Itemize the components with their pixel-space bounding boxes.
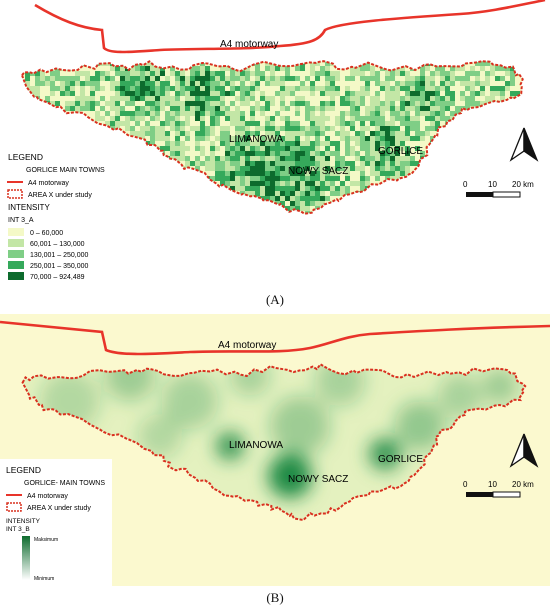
motorway-label: A4 motorway xyxy=(218,340,276,351)
map-a-svg: A4 motorway LIMANOWA NOWY SACZ GORLICE 0… xyxy=(7,0,546,281)
legend-layer-name: INT 3_A xyxy=(8,217,34,224)
legend-swatch-4 xyxy=(8,272,24,280)
north-arrow-icon xyxy=(509,433,539,468)
legend-b-box xyxy=(0,459,112,586)
legend-area-symbol xyxy=(7,189,23,199)
caption-b: (B) xyxy=(266,590,284,605)
study-area-boundary xyxy=(21,362,527,521)
legend-intensity-title: INTENSITY xyxy=(8,203,50,212)
legend-class-label-4: 70,000 – 924,489 xyxy=(30,274,85,281)
legend-swatch-2 xyxy=(8,250,24,258)
map-panel-b: A4 motorway LIMANOWA NOWY SACZ GORLICE 0… xyxy=(0,314,550,586)
legend-area-symbol xyxy=(6,502,22,512)
intensity-hotspot-3 xyxy=(216,432,244,460)
legend-min-label: Minimum xyxy=(34,576,54,582)
motorway-label: A4 motorway xyxy=(220,39,278,50)
legend-motorway-label: A4 motorway xyxy=(28,180,69,187)
legend-title: LEGEND xyxy=(8,152,43,162)
town-label-limanowa: LIMANOWA xyxy=(229,134,283,145)
legend-class-label-0: 0 – 60,000 xyxy=(30,230,63,237)
town-label-gorlice: GORLICE xyxy=(378,146,423,157)
town-label-nowy-sacz: NOWY SACZ xyxy=(288,474,348,485)
legend-a: LEGEND GORLICE MAIN TOWNS A4 motorway AR… xyxy=(7,152,105,281)
scale-tick-20: 20 km xyxy=(512,480,534,489)
intensity-hotspot-2 xyxy=(162,373,218,429)
scale-bar: 0 10 20 km xyxy=(463,480,534,498)
legend-class-label-1: 60,001 – 130,000 xyxy=(30,241,85,248)
map-panel-a: A4 motorway LIMANOWA NOWY SACZ GORLICE 0… xyxy=(0,0,550,300)
legend-title: LEGEND xyxy=(6,465,41,475)
intensity-hotspot-1 xyxy=(105,364,155,401)
scale-tick-0: 0 xyxy=(463,480,468,489)
motorway-line xyxy=(0,320,550,356)
scale-tick-10: 10 xyxy=(488,480,497,489)
legend-towns-label: GORLICE- MAIN TOWNS xyxy=(24,480,105,487)
legend-motorway-label: A4 motorway xyxy=(27,493,68,500)
scale-bar: 0 10 20 km xyxy=(463,180,534,198)
intensity-hotspot-5 xyxy=(270,396,330,456)
town-label-limanowa: LIMANOWA xyxy=(229,440,283,451)
legend-intensity-title: INTENSITY xyxy=(6,518,41,525)
scale-tick-0: 0 xyxy=(463,180,468,189)
intensity-hotspot-10 xyxy=(482,368,518,404)
map-b-svg: A4 motorway LIMANOWA NOWY SACZ GORLICE 0… xyxy=(0,314,550,586)
town-label-gorlice: GORLICE xyxy=(378,454,423,465)
legend-layer-name: INT 3_B xyxy=(6,526,30,533)
intensity-hotspot-7 xyxy=(395,401,445,451)
legend-class-label-3: 250,001 – 350,000 xyxy=(30,263,88,270)
legend-max-label: Maksimum xyxy=(34,537,58,543)
legend-swatch-1 xyxy=(8,239,24,247)
legend-area-label: AREA X under study xyxy=(28,192,92,199)
caption-a: (A) xyxy=(265,292,285,307)
motorway-line xyxy=(34,0,546,54)
scale-tick-10: 10 xyxy=(488,180,497,189)
legend-area-label: AREA X under study xyxy=(27,505,91,512)
scale-tick-20: 20 km xyxy=(512,180,534,189)
legend-swatch-0 xyxy=(8,228,24,236)
intensity-hotspot-6 xyxy=(369,438,401,470)
intensity-hotspot-12 xyxy=(138,414,182,458)
legend-b: LEGEND GORLICE- MAIN TOWNS A4 motorway A… xyxy=(0,459,112,586)
town-label-nowy-sacz: NOWY SACZ xyxy=(288,166,348,177)
north-arrow-icon xyxy=(509,127,539,162)
legend-towns-label: GORLICE MAIN TOWNS xyxy=(26,167,105,174)
intensity-hotspot-4 xyxy=(268,454,312,498)
intensity-hotspot-9 xyxy=(438,374,482,418)
legend-swatch-3 xyxy=(8,261,24,269)
legend-color-ramp xyxy=(22,536,30,580)
legend-class-label-2: 130,001 – 250,000 xyxy=(30,252,88,259)
